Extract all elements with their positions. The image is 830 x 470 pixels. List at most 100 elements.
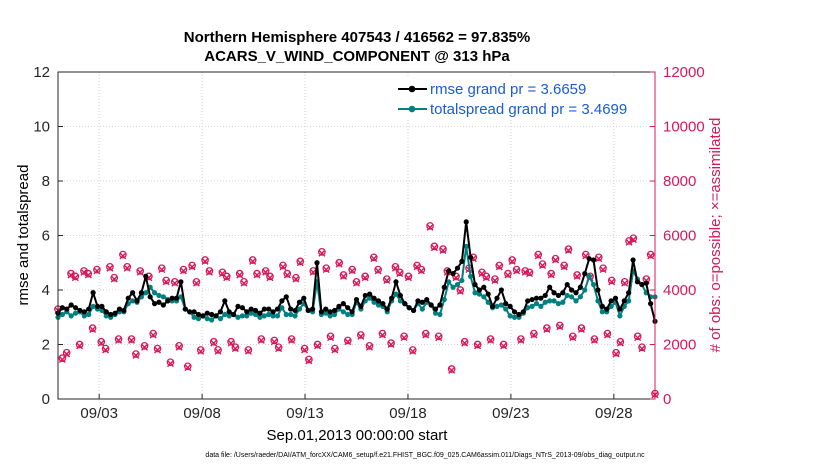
obs-assimilated-point (634, 334, 642, 342)
obs-assimilated-stroke (374, 267, 382, 275)
obs-assimilated-stroke (634, 334, 642, 342)
obs-possible-point (196, 346, 205, 354)
obs-possible-point (356, 331, 365, 339)
obs-assimilated-stroke (370, 255, 378, 263)
rmse-point (121, 307, 127, 314)
obs-possible-point (287, 335, 296, 343)
obs-possible-point (534, 250, 543, 259)
rmse-point (397, 292, 403, 299)
obs-possible-point (439, 245, 447, 253)
obs-assimilated-stroke (340, 272, 348, 280)
rmse-point (608, 298, 614, 304)
obs-assimilated-point (240, 279, 248, 287)
obs-assimilated-stroke (305, 357, 313, 365)
obs-assimilated-stroke (205, 268, 213, 276)
obs-assimilated-point (500, 342, 508, 350)
rmse-point (274, 306, 281, 312)
obs-assimilated-stroke (292, 275, 300, 283)
y-left-tick-label: 0 (42, 391, 50, 408)
rmse-point (59, 305, 65, 311)
rmse-point (68, 302, 74, 308)
obs-possible-point (205, 267, 214, 275)
obs-assimilated-stroke (353, 279, 360, 287)
obs-possible-point (391, 262, 400, 271)
obs-assimilated-stroke (487, 336, 495, 344)
obs-assimilated-point (504, 271, 512, 279)
totalspread-point (577, 294, 583, 300)
obs-assimilated-stroke (590, 336, 598, 344)
obs-assimilated-stroke (404, 274, 412, 282)
obs-possible-point (318, 248, 326, 256)
rmse-point (270, 309, 276, 315)
rmse-point (239, 305, 245, 311)
obs-possible-point (335, 258, 344, 267)
rmse-point (178, 279, 184, 285)
rmse-point (340, 301, 346, 307)
x-tick-label: 09/08 (183, 405, 221, 422)
obs-assimilated-point (409, 347, 417, 355)
obs-assimilated-point (530, 331, 538, 339)
totalspread-point (617, 313, 623, 319)
totalspread-point (529, 303, 535, 309)
obs-assimilated-point (106, 264, 114, 272)
obs-assimilated-stroke (448, 366, 456, 374)
obs-assimilated-stroke (400, 334, 408, 342)
obs-assimilated-stroke (214, 347, 222, 355)
obs-assimilated-point (236, 271, 244, 279)
totalspread-point (257, 314, 263, 320)
rmse-point (327, 309, 333, 315)
rmse-point (454, 265, 461, 271)
totalspread-point (266, 311, 272, 318)
rmse-point (310, 306, 316, 312)
legend-rmse-marker (408, 85, 416, 93)
y-left-tick-label: 12 (33, 64, 50, 81)
y-right-tick-label: 12000 (663, 64, 705, 81)
obs-assimilated-stroke (625, 238, 633, 246)
rmse-point (86, 306, 92, 312)
obs-possible-point (179, 265, 188, 274)
obs-possible-point (504, 269, 512, 278)
totalspread-point (279, 305, 285, 311)
obs-assimilated-point (249, 257, 257, 265)
obs-possible-point (235, 269, 244, 278)
rmse-point (77, 307, 83, 314)
obs-assimilated-stroke (67, 271, 75, 279)
totalspread-point (564, 292, 570, 299)
rmse-point (112, 310, 118, 316)
obs-possible-point (404, 272, 413, 281)
obs-assimilated-stroke (162, 278, 170, 286)
obs-possible-point (577, 324, 586, 332)
obs-assimilated-stroke (456, 287, 464, 295)
obs-assimilated-stroke (80, 268, 88, 276)
obs-assimilated-point (102, 346, 110, 354)
obs-assimilated-stroke (413, 263, 421, 271)
rmse-point (604, 306, 610, 312)
obs-assimilated-point (430, 244, 438, 252)
rmse-point (384, 306, 390, 312)
totalspread-point (103, 313, 109, 319)
obs-assimilated-stroke (128, 336, 136, 344)
totalspread-point (626, 298, 632, 304)
obs-assimilated-point (370, 255, 378, 263)
obs-assimilated-stroke (71, 274, 79, 282)
obs-assimilated-stroke (365, 343, 373, 351)
totalspread-point (375, 302, 382, 308)
rmse-point (195, 311, 202, 318)
obs-possible-point (638, 343, 646, 352)
obs-assimilated-point (166, 360, 174, 368)
obs-assimilated-stroke (504, 271, 512, 279)
totalspread-point (419, 306, 425, 312)
obs-possible-point (551, 254, 560, 263)
obs-assimilated-point (422, 331, 430, 339)
rmse-point (147, 294, 153, 300)
y-left-tick-label: 8 (42, 173, 50, 190)
totalspread-point (582, 287, 588, 293)
obs-assimilated-stroke (378, 331, 386, 339)
rmse-point (590, 257, 597, 263)
obs-assimilated-point (365, 343, 373, 351)
obs-assimilated-point (292, 275, 300, 283)
totalspread-point (345, 311, 351, 318)
rmse-point (503, 301, 509, 307)
obs-assimilated-point (197, 347, 205, 355)
totalspread-point (450, 284, 456, 290)
